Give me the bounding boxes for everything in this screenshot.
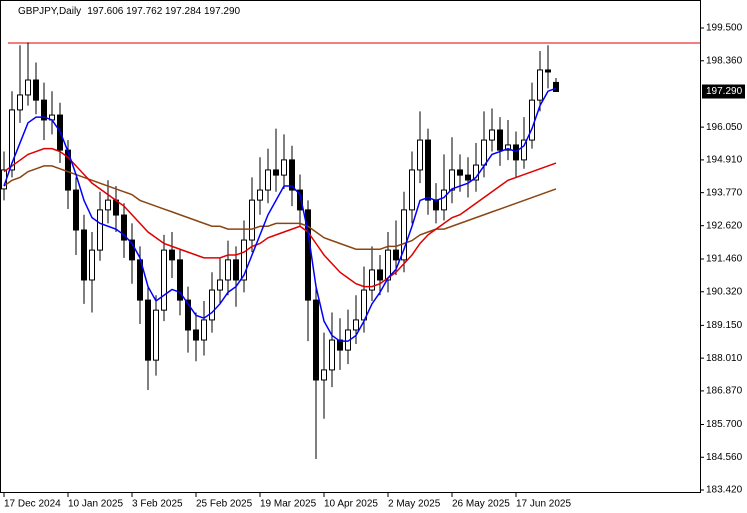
- candle-body: [233, 259, 239, 281]
- candle-body: [193, 329, 199, 341]
- candle-body: [329, 339, 335, 371]
- candle-body: [537, 69, 543, 101]
- candle-body: [425, 139, 431, 201]
- candle-body: [417, 139, 423, 171]
- candle-body: [73, 189, 79, 231]
- y-tick-label: 191.460: [706, 254, 743, 265]
- candle-body: [89, 249, 95, 281]
- candle-body: [353, 319, 359, 331]
- candle-body: [393, 249, 399, 261]
- candle-body: [17, 94, 23, 111]
- candle-body: [273, 169, 279, 176]
- candle-body: [289, 159, 295, 191]
- candle-body: [465, 174, 471, 181]
- candle-body: [9, 109, 15, 171]
- last-price-label: 197.290: [706, 86, 743, 97]
- y-tick-label: 186.870: [706, 386, 743, 397]
- candle-body: [249, 199, 255, 241]
- x-tick-label: 17 Jun 2025: [516, 499, 571, 510]
- y-tick-label: 193.770: [706, 187, 743, 198]
- candle-body: [241, 239, 247, 281]
- candle-body: [81, 229, 87, 281]
- y-tick-label: 198.360: [706, 55, 743, 66]
- candle-body: [305, 209, 311, 301]
- y-tick-label: 199.500: [706, 23, 743, 34]
- candle-body: [385, 249, 391, 281]
- candle-body: [433, 199, 439, 211]
- candle-body: [161, 249, 167, 311]
- candle-body: [153, 309, 159, 361]
- candle-body: [321, 369, 327, 381]
- x-tick-label: 26 May 2025: [452, 499, 510, 510]
- moving-average: [3, 165, 557, 250]
- candle-body: [185, 299, 191, 331]
- y-tick-label: 190.320: [706, 286, 743, 297]
- candle-body: [145, 299, 151, 361]
- candle-body: [337, 339, 343, 351]
- candle-body: [457, 169, 463, 176]
- candle-body: [409, 169, 415, 211]
- candle-body: [313, 299, 319, 381]
- y-tick-label: 188.010: [706, 353, 743, 364]
- y-tick-label: 184.560: [706, 452, 743, 463]
- candle-body: [201, 319, 207, 341]
- candle-body: [489, 129, 495, 141]
- chart-subtitle: 197.606 197.762 197.284 197.290: [87, 6, 240, 17]
- x-tick-label: 25 Feb 2025: [196, 499, 253, 510]
- candle-body: [177, 259, 183, 301]
- candle-body: [217, 279, 223, 291]
- moving-average: [3, 87, 557, 342]
- candle-body: [209, 289, 215, 321]
- x-tick-label: 10 Apr 2025: [324, 499, 378, 510]
- candle-body: [369, 269, 375, 291]
- chart-title: GBPJPY,Daily: [18, 6, 81, 17]
- moving-average: [3, 147, 557, 288]
- candle-body: [105, 199, 111, 211]
- x-tick-label: 17 Dec 2024: [4, 499, 61, 510]
- candle-body: [225, 259, 231, 281]
- candle-body: [361, 289, 367, 321]
- candle-body: [169, 249, 175, 261]
- y-tick-label: 192.620: [706, 220, 743, 231]
- candle-body: [265, 169, 271, 191]
- x-tick-label: 19 Mar 2025: [260, 499, 317, 510]
- chart-header: GBPJPY,Daily 197.606 197.762 197.284 197.…: [18, 6, 241, 17]
- candle-body: [25, 79, 31, 96]
- candle-body: [257, 189, 263, 201]
- candle-body: [121, 214, 127, 241]
- x-tick-label: 2 May 2025: [388, 499, 441, 510]
- candle-body: [513, 144, 519, 161]
- x-tick-label: 10 Jan 2025: [68, 499, 123, 510]
- x-tick-label: 3 Feb 2025: [132, 499, 183, 510]
- candle-body: [497, 129, 503, 151]
- candle-body: [377, 269, 383, 281]
- y-tick-label: 189.150: [706, 320, 743, 331]
- candle-body: [297, 189, 303, 211]
- last-price-box: [702, 84, 745, 99]
- candle-body: [33, 79, 39, 101]
- candle-body: [129, 239, 135, 261]
- candle-body: [97, 209, 103, 251]
- candle-body: [545, 69, 551, 73]
- y-tick-label: 194.910: [706, 155, 743, 166]
- candle-body: [281, 159, 287, 176]
- candle-body: [505, 144, 511, 151]
- candle-body: [401, 209, 407, 261]
- candle-body: [553, 81, 559, 93]
- candle-body: [441, 189, 447, 211]
- y-tick-label: 183.420: [706, 485, 743, 496]
- candle-body: [521, 139, 527, 161]
- y-tick-label: 185.700: [706, 419, 743, 430]
- y-tick-label: 196.050: [706, 122, 743, 133]
- candle-body: [481, 139, 487, 166]
- candle-body: [449, 169, 455, 191]
- candle-body: [41, 99, 47, 121]
